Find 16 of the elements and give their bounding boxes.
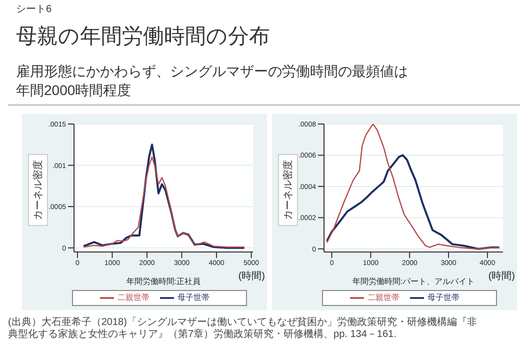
text: (時間) [238, 271, 265, 282]
chart-title: 母親の年間労働時間の分布 [16, 24, 270, 50]
legend-label: 母子世帯 [178, 293, 210, 302]
y-axis-title: カーネル密度 [282, 160, 295, 220]
text: (時間) [488, 271, 515, 282]
text: (出典）大石亜希子（2018)「シングルマザーは働いていてもなぜ貧困か」労働政策研究・研修機構編『非典型化する家族と女性のキャリア』（第7章）労働政策研究・研修機構、pp. 134－161. [8, 317, 478, 341]
line-series [326, 124, 500, 250]
y-axis-title: カーネル密度 [32, 160, 45, 220]
x-axis-title: 年間労働時間:パート、アルバイト [352, 277, 475, 286]
x-axis-title: 年間労働時間:正社員 [126, 277, 201, 286]
text: シート6 [16, 3, 52, 16]
line-series [326, 154, 500, 250]
legend-label: 二親世帯 [118, 293, 150, 302]
chart-subtitle: 雇用形態にかかわらず、シングルマザーの労働時間の最頻値は年間2000時間程度 [16, 62, 409, 100]
legend-label: 二親世帯 [368, 293, 400, 302]
legend-label: 母子世帯 [428, 293, 460, 302]
